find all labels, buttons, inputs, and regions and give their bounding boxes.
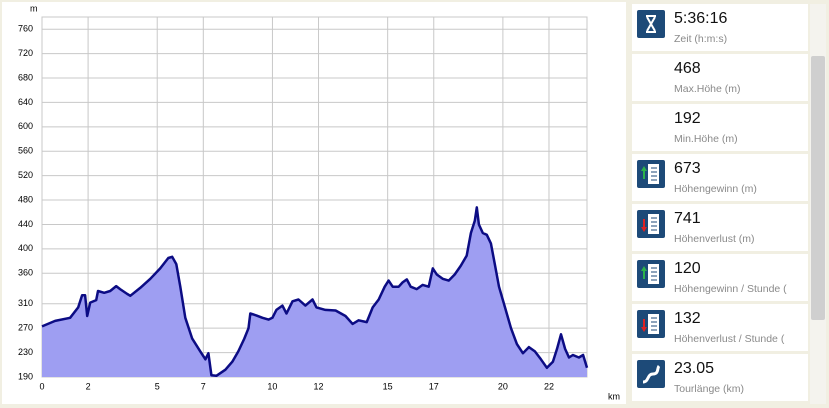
- stat-value: 192: [674, 110, 701, 127]
- stat-row: 5:36:16 Zeit (h:m:s): [632, 4, 808, 51]
- x-tick-label: 15: [383, 381, 393, 391]
- y-tick-label: 720: [18, 48, 33, 58]
- stat-icon: [637, 160, 665, 188]
- area-fill: [42, 207, 587, 377]
- x-tick-label: 12: [314, 381, 324, 391]
- chart: m km 19023027031036040044048052056060064…: [2, 2, 626, 404]
- y-tick-label: 190: [18, 371, 33, 381]
- stat-row: 468 Max.Höhe (m): [632, 54, 808, 101]
- stat-icon: [637, 360, 665, 388]
- scroll-thumb[interactable]: [811, 56, 825, 320]
- y-tick-label: 310: [18, 298, 33, 308]
- x-tick-label: 22: [544, 381, 554, 391]
- y-tick-label: 360: [18, 268, 33, 278]
- stat-label: Höhenverlust (m): [674, 233, 755, 245]
- scrollbar[interactable]: [810, 4, 826, 404]
- stat-label: Tourlänge (km): [674, 383, 745, 395]
- stat-row: 741 Höhenverlust (m): [632, 204, 808, 251]
- x-tick-label: 20: [498, 381, 508, 391]
- y-tick-label: 680: [18, 72, 33, 82]
- x-tick-label: 17: [429, 381, 439, 391]
- stat-label: Zeit (h:m:s): [674, 33, 728, 45]
- x-tick-label: 2: [86, 381, 91, 391]
- stat-icon: [637, 310, 665, 338]
- stat-label: Höhengewinn (m): [674, 183, 757, 195]
- stat-label: Höhenverlust / Stunde (: [674, 333, 785, 345]
- stat-row: 23.05 Tourlänge (km): [632, 354, 808, 401]
- stat-value: 468: [674, 60, 701, 77]
- stats-panel: 5:36:16 Zeit (h:m:s) 468 Max.Höhe (m) 192 Min…: [632, 4, 808, 404]
- y-axis-label: m: [30, 3, 38, 13]
- y-tick-label: 440: [18, 219, 33, 229]
- stat-label: Min.Höhe (m): [674, 133, 738, 145]
- y-tick-label: 230: [18, 347, 33, 357]
- stat-icon: [637, 10, 665, 38]
- stat-label: Höhengewinn / Stunde (: [674, 283, 787, 295]
- stat-value: 741: [674, 210, 701, 227]
- x-tick-label: 10: [267, 381, 277, 391]
- y-tick-label: 640: [18, 97, 33, 107]
- x-tick-label: 5: [155, 381, 160, 391]
- stat-row: 132 Höhenverlust / Stunde (: [632, 304, 808, 351]
- x-tick-label: 7: [201, 381, 206, 391]
- stat-icon: [637, 260, 665, 288]
- y-tick-label: 760: [18, 24, 33, 34]
- y-tick-label: 270: [18, 323, 33, 333]
- x-tick-label: 0: [39, 381, 44, 391]
- x-axis-label: km: [608, 391, 620, 401]
- stat-value: 23.05: [674, 360, 715, 377]
- stat-row: 120 Höhengewinn / Stunde (: [632, 254, 808, 301]
- y-tick-label: 520: [18, 170, 33, 180]
- y-tick-label: 600: [18, 121, 33, 131]
- stat-value: 120: [674, 260, 701, 277]
- stat-label: Max.Höhe (m): [674, 83, 741, 95]
- y-tick-label: 400: [18, 243, 33, 253]
- elevation-line: [41, 206, 589, 378]
- stat-row: 673 Höhengewinn (m): [632, 154, 808, 201]
- y-tick-label: 560: [18, 146, 33, 156]
- stat-icon: [637, 210, 665, 238]
- stat-row: 192 Min.Höhe (m): [632, 104, 808, 151]
- stat-value: 132: [674, 310, 701, 327]
- y-tick-label: 480: [18, 194, 33, 204]
- stat-value: 673: [674, 160, 701, 177]
- stat-value: 5:36:16: [674, 10, 728, 27]
